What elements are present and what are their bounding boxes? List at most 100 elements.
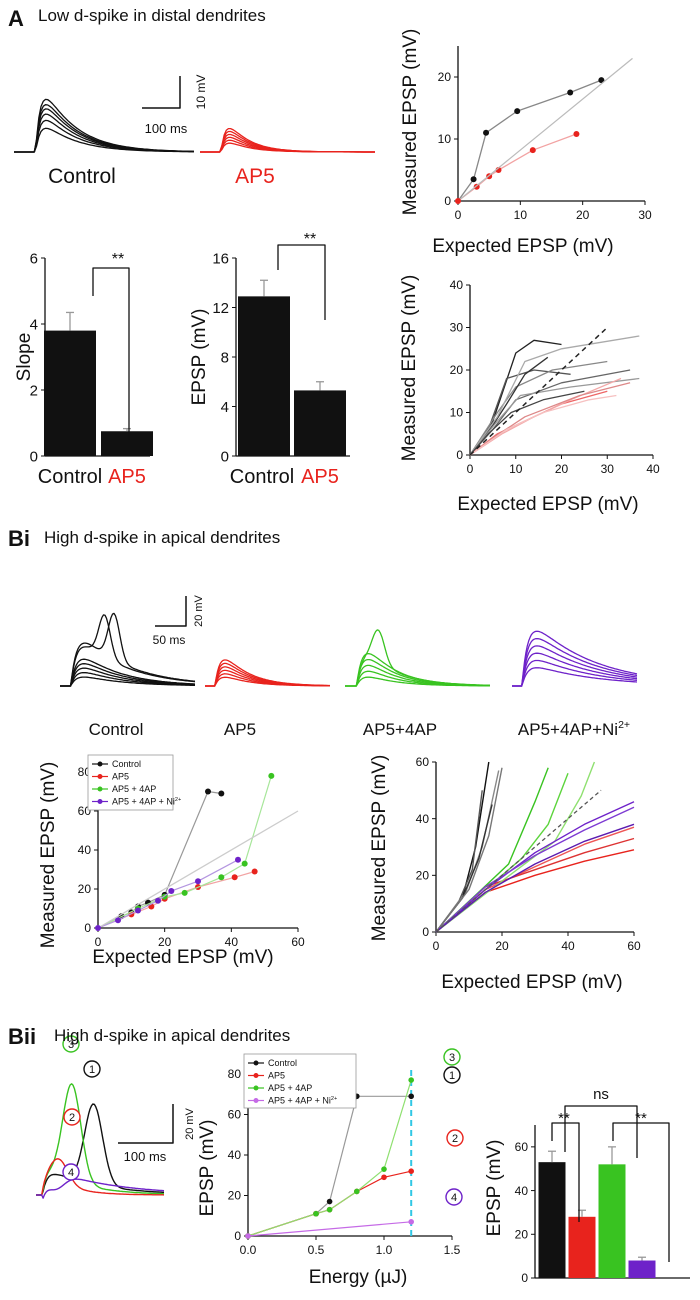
- bii-trace-marker-circle: [62, 1163, 80, 1181]
- a-scatter-x-tick-label: 10: [514, 208, 528, 222]
- bi-scatter-unity-line: [97, 810, 299, 929]
- bi-scatter-line-control: [97, 790, 222, 929]
- a-slope-y-tick-label: 0: [30, 448, 38, 465]
- a-population-x-tick-label: 10: [509, 462, 523, 476]
- a-population-y-tick-label: 20: [450, 363, 464, 377]
- a-slope-cat-control: Control: [38, 466, 102, 488]
- bi-control-spike-trace: [60, 612, 196, 687]
- bii-bar-bar: [598, 1164, 626, 1278]
- bi-population-x-tick-label: 40: [561, 939, 575, 953]
- bii-bar-ns: ns: [593, 1086, 609, 1103]
- a-scatter-line-ap5: [457, 133, 577, 202]
- a-scatter-origin-point: [455, 198, 461, 204]
- bii-energy-point-control: [408, 1093, 415, 1100]
- panel-title-a: Low d-spike in distal dendrites: [38, 6, 266, 25]
- bii-energy-x-tick-label: 1.0: [376, 1243, 393, 1257]
- bii-trace-marker-label: 2: [69, 1112, 75, 1124]
- a-slope-y-tick-label: 6: [30, 250, 38, 267]
- bii-bar-y-tick-label: 20: [515, 1227, 529, 1241]
- bii-bar-bar: [568, 1216, 596, 1278]
- bi-scatter-point-ap5-4ap-ni2-: [155, 897, 161, 904]
- a-scatter-point-control: [470, 176, 477, 183]
- bii-energy-point-ap5: [408, 1168, 415, 1174]
- bi-scatter-legend-label: AP5 + 4AP + Ni2+: [112, 797, 181, 807]
- bii-bar-sig-bracket-2: [612, 1122, 670, 1262]
- a-slope-ylabel: Slope: [14, 333, 35, 382]
- bii-energy-y-tick-label: 20: [228, 1189, 242, 1203]
- a-slope-bar: [44, 330, 96, 456]
- a-scatter-unity-line: [457, 57, 633, 202]
- a-scatter-point-control: [514, 108, 521, 115]
- a-scatter-y-tick-label: 0: [444, 194, 451, 208]
- bi-ni-trace: [512, 659, 638, 687]
- bii-energy-point-ap5-4ap: [313, 1210, 319, 1217]
- bi-scatter-point-ap5: [231, 874, 238, 881]
- a-population-y-tick-label: 10: [450, 406, 464, 420]
- bi-population-xlabel: Expected EPSP (mV): [441, 972, 622, 993]
- a-ap5-trace: [200, 127, 375, 153]
- bi-scatter-x-tick-label: 60: [291, 935, 305, 949]
- bii-energy-legend-marker: [253, 1085, 259, 1091]
- bi-scatter-point-ap5-4ap-ni2-: [168, 887, 175, 894]
- bii-bar-y-tick-label: 40: [515, 1184, 529, 1198]
- bii-energy-marker-circle: [445, 1188, 463, 1206]
- bi-scatter-legend-label: Control: [112, 759, 141, 769]
- bii-trace-ni: [36, 1178, 165, 1199]
- bi-ni-trace: [512, 652, 638, 687]
- bii-energy-x-tick-label: 1.5: [444, 1243, 461, 1257]
- a-epsp-cat-control: Control: [230, 466, 294, 488]
- bi-label-ap5-4ap-ni-superscript: 2+: [618, 719, 630, 731]
- bi-population-line-control: [435, 804, 493, 933]
- bi-scatter-line-ap5: [97, 870, 255, 929]
- bii-energy-point-ap5-4ap: [381, 1166, 387, 1172]
- a-slope-cat-ap5: AP5: [108, 466, 146, 488]
- bi-scatter-x-tick-label: 40: [225, 935, 239, 949]
- bi-ap5-trace: [205, 659, 330, 687]
- a-slope-y-tick-label: 4: [30, 316, 38, 333]
- panel-label-bii: Bii: [8, 1024, 37, 1049]
- bii-trace-marker-label: 3: [68, 1039, 74, 1051]
- bi-label-control: Control: [89, 720, 144, 739]
- bii-energy-marker-circle: [443, 1066, 461, 1084]
- bii-energy-legend-label: AP5 + 4AP: [268, 1083, 312, 1093]
- bi-scatter-point-ap5-4ap-ni2-: [135, 907, 141, 914]
- a-population-x-tick-label: 0: [467, 462, 474, 476]
- a-population-x-tick-label: 30: [601, 462, 615, 476]
- bii-energy-line-ap5-4ap-ni2-: [247, 1221, 412, 1237]
- bii-energy-legend-marker: [253, 1073, 259, 1078]
- bi-scatter-point-ap5: [251, 868, 258, 875]
- bi-scatter-point-ap5-4ap: [268, 772, 275, 779]
- a-scale-voltage: 10 mV: [194, 75, 208, 110]
- bi-population-line-ap5: [435, 826, 635, 933]
- bii-energy-y-tick-label: 80: [228, 1067, 242, 1081]
- bii-bar-y-tick-label: 60: [515, 1140, 529, 1154]
- a-scale-bar: [142, 76, 181, 109]
- bii-bar-ylabel: EPSP (mV): [484, 1140, 505, 1237]
- a-scatter-y-tick-label: 10: [438, 132, 452, 146]
- bii-trace-marker-label: 1: [89, 1064, 95, 1076]
- a-scatter-point-ap5: [529, 147, 536, 154]
- bii-energy-line-ap5-4ap: [247, 1079, 412, 1237]
- a-population-line-control: [469, 377, 640, 456]
- a-population-line-ap5: [469, 394, 617, 456]
- bii-energy-legend-label: Control: [268, 1058, 297, 1068]
- bii-bar-y-tick-label: 0: [521, 1271, 528, 1285]
- a-slope-y-tick-label: 2: [30, 382, 38, 399]
- bi-scatter-point-ap5-4ap: [181, 889, 188, 896]
- bii-energy-point-control: [326, 1198, 333, 1205]
- bi-population-y-tick-label: 20: [416, 869, 430, 883]
- a-epsp-y-tick-label: 0: [221, 448, 229, 465]
- a-scatter-x-tick-label: 20: [576, 208, 590, 222]
- bi-scatter-xlabel: Expected EPSP (mV): [92, 947, 273, 968]
- bi-scatter-point-control: [205, 788, 211, 795]
- bi-control-trace: [60, 658, 196, 687]
- a-scatter-ylabel: Measured EPSP (mV): [400, 29, 421, 216]
- panel-title-bi: High d-spike in apical dendrites: [44, 528, 281, 547]
- bii-bar-bar: [628, 1260, 656, 1278]
- bi-control-spike-trace: [60, 614, 196, 687]
- bi-scatter-legend-label: AP5 + 4AP: [112, 784, 156, 794]
- a-epsp-bar: [238, 296, 290, 456]
- bi-population-line-ap5-4ap: [435, 767, 549, 933]
- panel-title-bii: High d-spike in apical dendrites: [54, 1026, 291, 1045]
- bi-scatter-point-control: [218, 790, 225, 797]
